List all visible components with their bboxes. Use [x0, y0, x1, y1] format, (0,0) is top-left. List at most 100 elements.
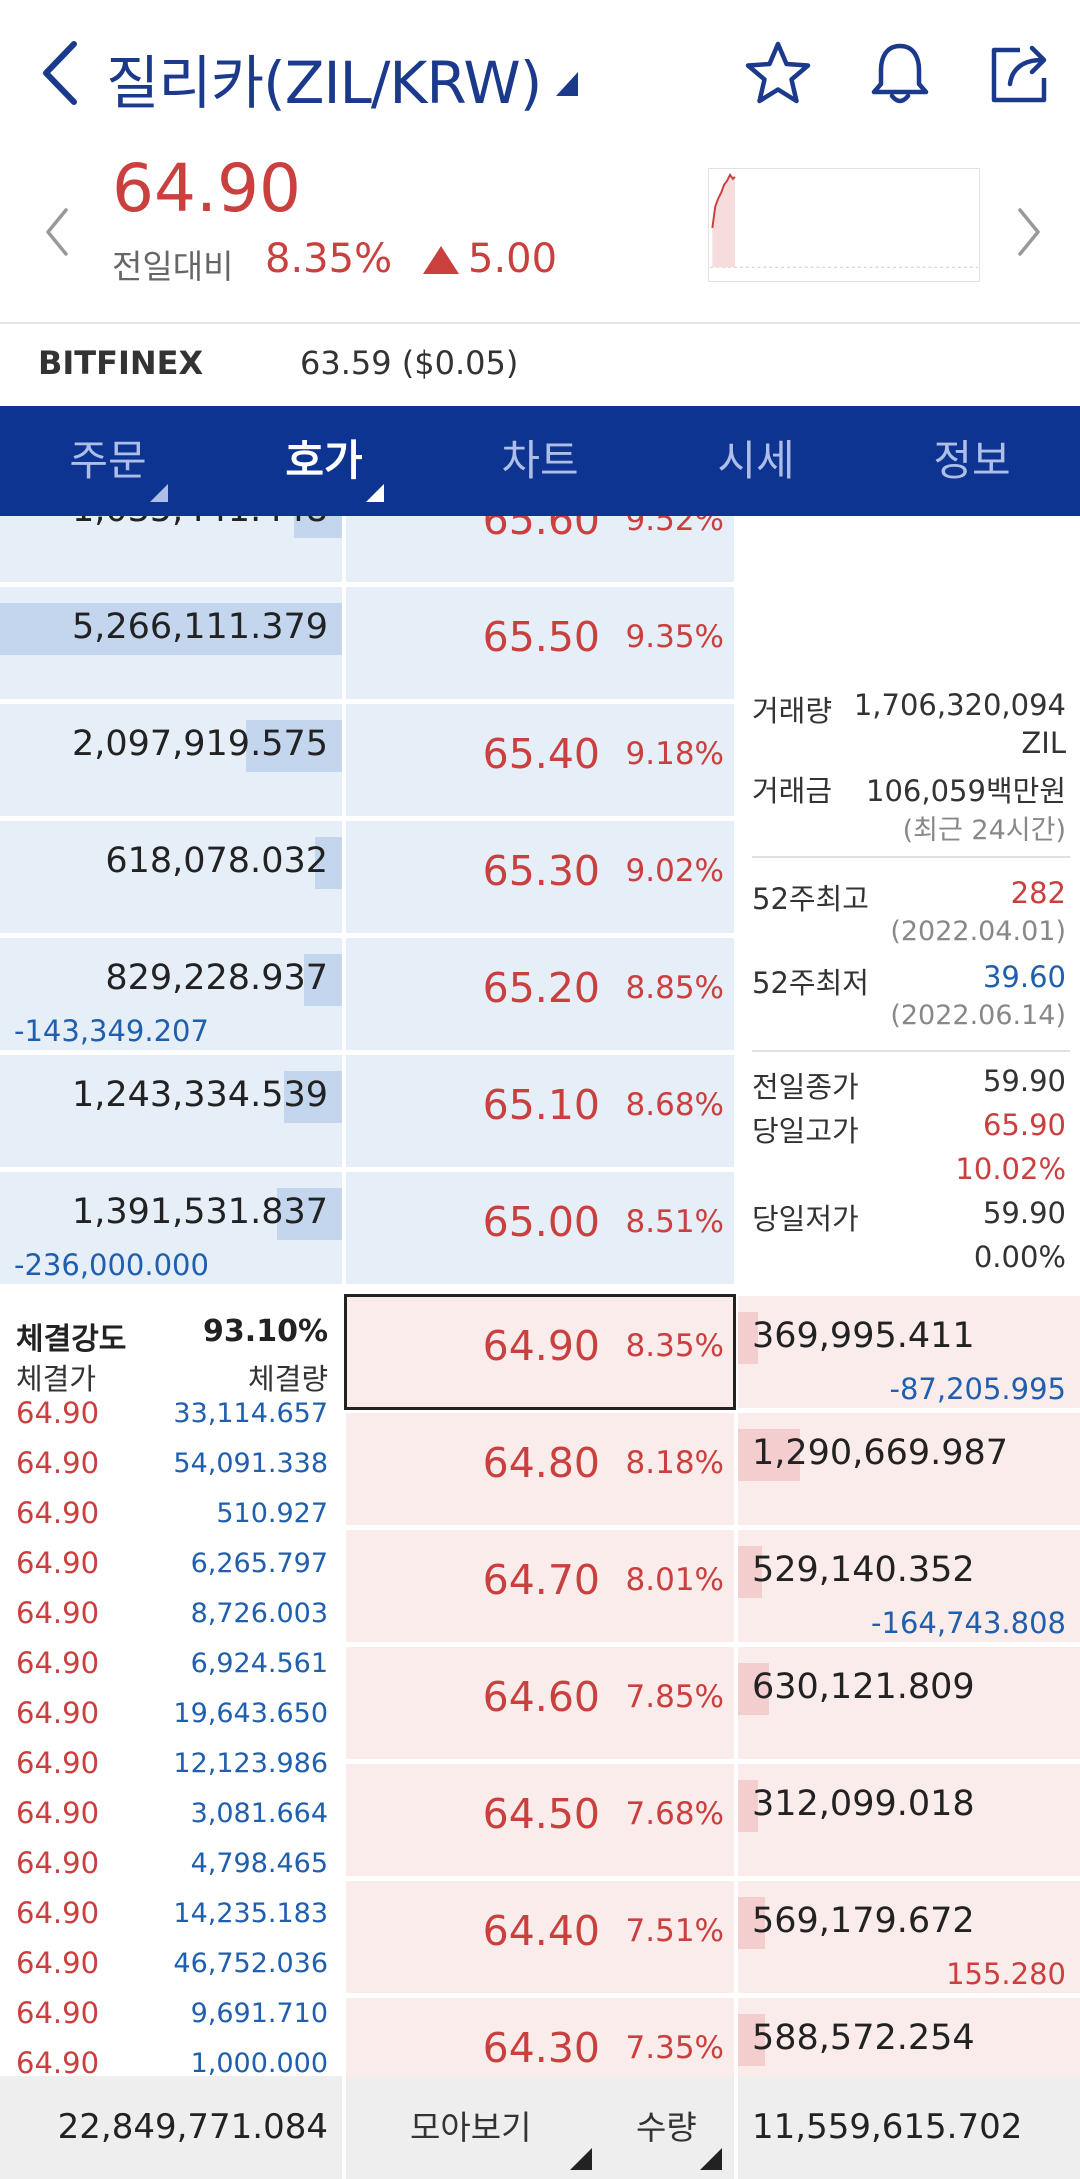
bid-quantity-cell[interactable]: 569,179.672 155.280 [738, 1881, 1080, 1993]
trade-volume-header: 체결량 [247, 1362, 328, 1396]
ask-volume-bar [0, 603, 342, 655]
trade-row: 64.90 4,798.465 [0, 1842, 342, 1892]
ask-price-cell[interactable]: 65.50 9.35% [346, 587, 734, 699]
ask-volume-bar [315, 837, 342, 889]
strength-value: 93.10% [203, 1314, 328, 1349]
tab-chart-label: 차트 [501, 436, 579, 485]
trade-volume: 9,691.710 [190, 1998, 328, 2029]
tab-info[interactable]: 정보 [864, 406, 1080, 516]
ask-quantity-change: -143,349.207 [14, 1014, 209, 1048]
trade-volume: 14,235.183 [173, 1898, 328, 1929]
trade-row: 64.90 3,081.664 [0, 1792, 342, 1842]
ask-price-cell[interactable]: 65.60 9.52% [346, 516, 734, 582]
trade-volume: 6,924.561 [190, 1648, 328, 1679]
tab-bar: 주문 호가 차트 시세 정보 [0, 406, 1080, 516]
bid-price: 64.90 [482, 1322, 600, 1370]
bid-volume-bar [738, 1312, 758, 1364]
bid-price: 64.80 [482, 1439, 600, 1487]
ask-price-cell[interactable]: 65.30 9.02% [346, 821, 734, 933]
exchange-name: BITFINEX [38, 344, 204, 382]
bell-icon[interactable] [864, 38, 936, 110]
next-coin-icon[interactable] [1012, 202, 1046, 262]
back-icon[interactable] [36, 38, 86, 108]
bid-price-cell[interactable]: 64.60 7.85% [346, 1647, 734, 1759]
bid-quantity-cell[interactable]: 369,995.411 -87,205.995 [738, 1296, 1080, 1408]
prev-close-label: 전일종가 [752, 1070, 859, 1104]
tab-info-label: 정보 [933, 436, 1011, 485]
ask-quantity-cell[interactable]: 2,097,919.575 [0, 704, 342, 816]
bid-quantity: 630,121.809 [752, 1667, 975, 1707]
tab-orderbook[interactable]: 호가 [216, 406, 432, 516]
bid-quantity-cell[interactable]: 630,121.809 [738, 1647, 1080, 1759]
unit-mode-caret-icon[interactable] [700, 2148, 722, 2170]
trade-price: 64.90 [16, 1746, 100, 1780]
tab-market[interactable]: 시세 [648, 406, 864, 516]
bid-price: 64.50 [482, 1790, 600, 1838]
ask-price-cell[interactable]: 65.10 8.68% [346, 1055, 734, 1167]
strength-label: 체결강도 [16, 1322, 127, 1357]
trade-row: 64.90 9,691.710 [0, 1992, 342, 2042]
title-dropdown-caret-icon[interactable] [556, 72, 578, 96]
bid-quantity-cell[interactable]: 588,572.254 [738, 1998, 1080, 2076]
ask-quantity-cell[interactable]: 5,266,111.379 [0, 587, 342, 699]
unit-mode-selector[interactable]: 수량 [636, 2108, 697, 2147]
low52-label: 52주최저 [752, 966, 869, 1000]
ask-quantity: 1,391,531.837 [71, 1192, 328, 1232]
trade-volume: 3,081.664 [190, 1798, 328, 1829]
trade-volume: 33,114.657 [173, 1398, 328, 1429]
ask-price: 65.60 [482, 516, 600, 544]
period-note: (최근 24시간) [902, 815, 1066, 846]
volume-unit: ZIL [1021, 726, 1066, 760]
bid-quantity-cell[interactable]: 529,140.352 -164,743.808 [738, 1530, 1080, 1642]
share-icon[interactable] [982, 38, 1054, 110]
trade-price: 64.90 [16, 1996, 100, 2030]
ask-quantity-cell[interactable]: 829,228.937 -143,349.207 [0, 938, 342, 1050]
day-low-label: 당일저가 [752, 1202, 859, 1236]
star-icon[interactable] [742, 38, 814, 110]
bid-quantity-cell[interactable]: 312,099.018 [738, 1764, 1080, 1876]
ask-quantity-cell[interactable]: 1,391,531.837 -236,000.000 [0, 1172, 342, 1284]
ask-quantity: 1,243,334.539 [71, 1075, 328, 1115]
tab-orderbook-caret-icon [366, 484, 384, 502]
view-mode-caret-icon[interactable] [570, 2148, 592, 2170]
ask-price-cell[interactable]: 65.20 8.85% [346, 938, 734, 1050]
ask-quantity-change: -236,000.000 [14, 1248, 209, 1282]
trade-row: 64.90 46,752.036 [0, 1942, 342, 1992]
ask-quantity-cell[interactable]: 1,243,334.539 [0, 1055, 342, 1167]
bid-price-cell[interactable]: 64.80 8.18% [346, 1413, 734, 1525]
ask-price: 65.10 [482, 1081, 600, 1129]
bid-price-cell[interactable]: 64.70 8.01% [346, 1530, 734, 1642]
prev-coin-icon[interactable] [40, 202, 74, 262]
bid-price-percent: 8.18% [625, 1445, 724, 1481]
bid-price: 64.40 [482, 1907, 600, 1955]
ask-price-cell[interactable]: 65.40 9.18% [346, 704, 734, 816]
trade-price: 64.90 [16, 1796, 100, 1830]
ask-price: 65.00 [482, 1198, 600, 1246]
tab-order-caret-icon [150, 484, 168, 502]
trade-price: 64.90 [16, 1846, 100, 1880]
prev-close-value: 59.90 [982, 1064, 1066, 1098]
high52-date: (2022.04.01) [890, 916, 1066, 947]
bid-price-cell[interactable]: 64.50 7.68% [346, 1764, 734, 1876]
bid-price-cell[interactable]: 64.30 7.35% [346, 1998, 734, 2076]
ask-quantity-cell[interactable]: 618,078.032 [0, 821, 342, 933]
tab-order[interactable]: 주문 [0, 406, 216, 516]
trade-history-panel[interactable]: 체결강도 93.10% 체결가 체결량 64.90 33,114.657 64.90… [0, 1296, 342, 2076]
bid-price-cell[interactable]: 64.90 8.35% [346, 1296, 734, 1408]
bid-quantity: 588,572.254 [752, 2018, 975, 2058]
ask-quantity-cell[interactable]: 1,035,441.448 [0, 516, 342, 582]
trade-volume: 46,752.036 [173, 1948, 328, 1979]
view-mode-selector[interactable]: 모아보기 [410, 2108, 532, 2147]
bid-price-cell[interactable]: 64.40 7.51% [346, 1881, 734, 1993]
ask-quantity: 2,097,919.575 [71, 724, 328, 764]
bid-price-percent: 7.51% [625, 1913, 724, 1949]
ask-price: 65.40 [482, 730, 600, 778]
ask-price-cell[interactable]: 65.00 8.51% [346, 1172, 734, 1284]
trade-row: 64.90 33,114.657 [0, 1392, 342, 1442]
mini-price-chart[interactable] [708, 168, 980, 282]
tab-chart[interactable]: 차트 [432, 406, 648, 516]
bid-quantity-cell[interactable]: 1,290,669.987 [738, 1413, 1080, 1525]
page-title[interactable]: 질리카(ZIL/KRW) [106, 49, 542, 117]
order-book[interactable]: 1,035,441.448 65.60 9.52% 5,266,111.379 65.5… [0, 516, 1080, 2076]
day-high-pct: 10.02% [955, 1152, 1066, 1186]
